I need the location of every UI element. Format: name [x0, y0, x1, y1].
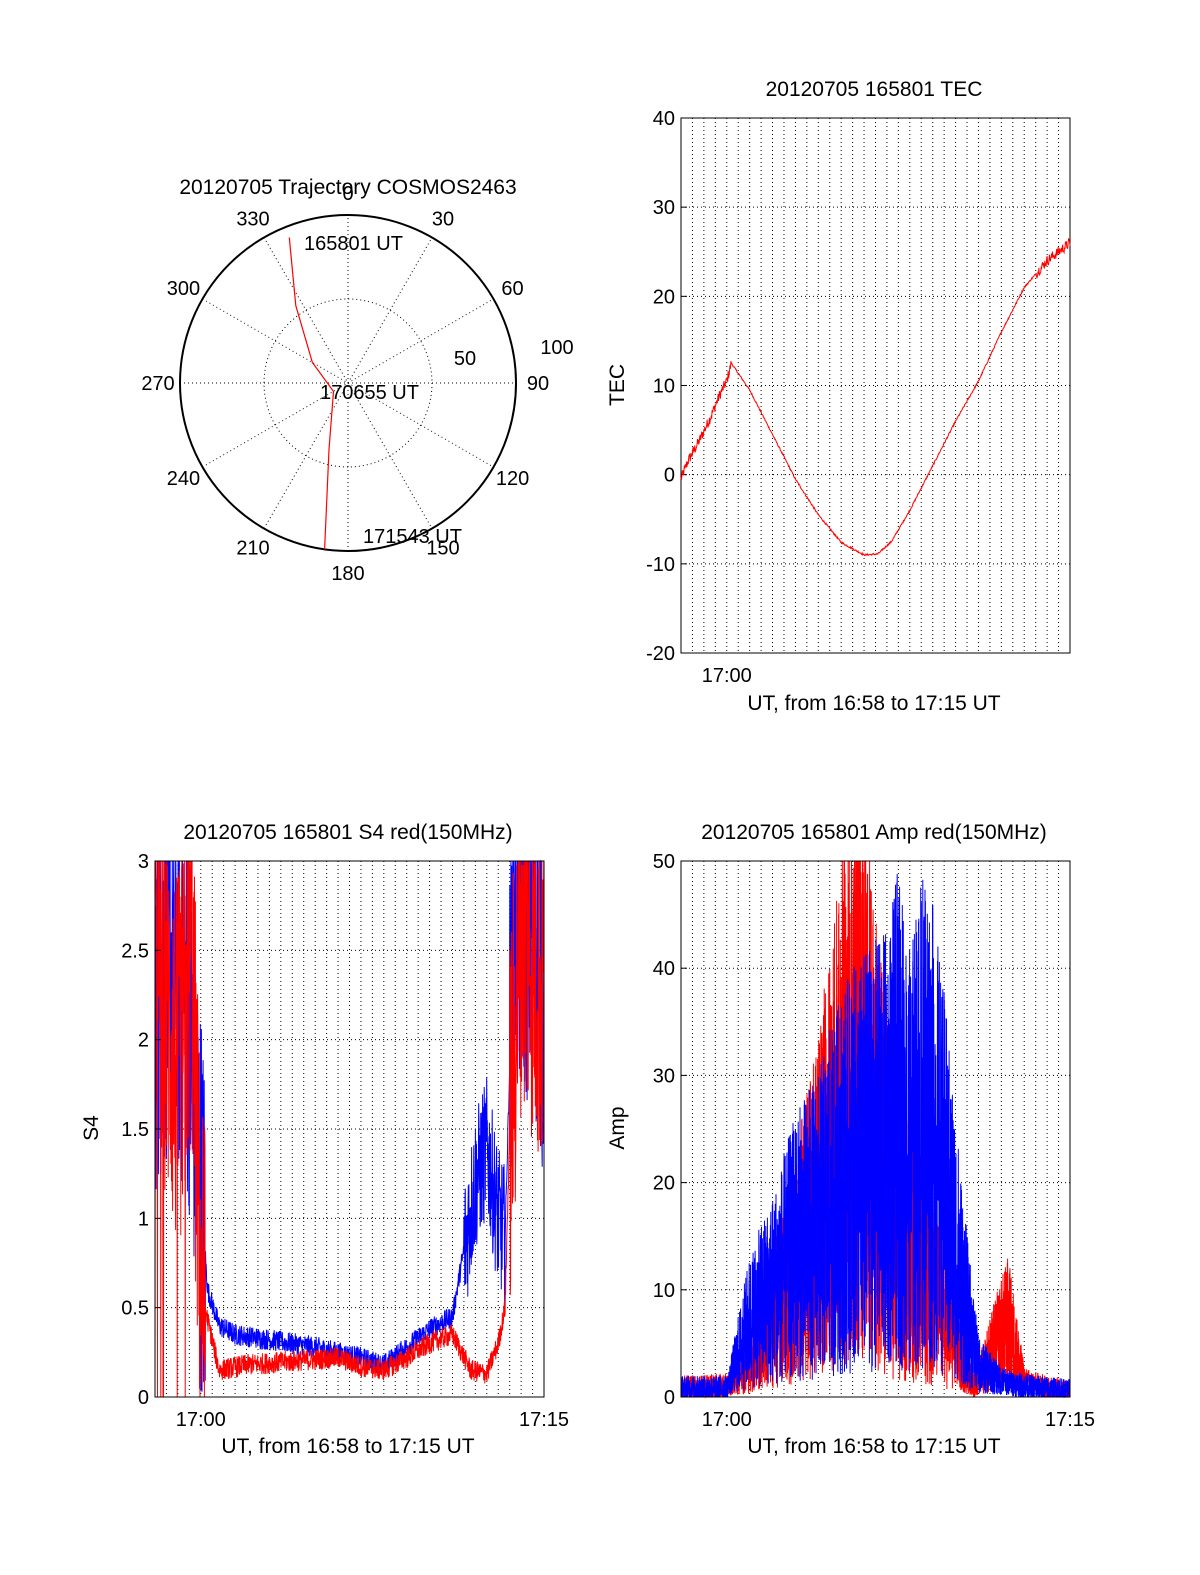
polar-time-label: 171543 UT	[363, 526, 462, 548]
y-tick-label: 10	[653, 376, 675, 398]
s4-title: 20120705 165801 S4 red(150MHz)	[183, 821, 512, 844]
polar-radius-label: 100	[540, 337, 573, 359]
y-tick-label: 1.5	[121, 1119, 149, 1141]
y-tick-label: 0	[664, 465, 675, 487]
polar-radius-label: 50	[454, 348, 476, 370]
amp-title: 20120705 165801 Amp red(150MHz)	[701, 821, 1047, 844]
x-tick-label: 17:00	[176, 1409, 226, 1431]
amp-xlabel: UT, from 16:58 to 17:15 UT	[747, 1435, 1000, 1458]
y-tick-label: 0.5	[121, 1298, 149, 1320]
y-tick-label: 20	[653, 1173, 675, 1195]
y-tick-label: 40	[653, 958, 675, 980]
y-tick-label: 1	[138, 1208, 149, 1230]
polar-angle-label: 0	[342, 183, 353, 205]
amp-plot-frame	[680, 860, 1071, 1398]
y-tick-label: 0	[138, 1387, 149, 1409]
x-tick-label: 17:15	[519, 1409, 569, 1431]
s4-ylabel: S4	[80, 1115, 103, 1141]
y-tick-label: 50	[653, 851, 675, 873]
tec-title: 20120705 165801 TEC	[766, 78, 983, 101]
y-tick-label: 40	[653, 108, 675, 130]
amp-plot: 20120705 165801 Amp red(150MHz) 0 10 20 30 4…	[606, 821, 1095, 1458]
series-line-red	[680, 237, 1071, 557]
polar-spoke	[263, 237, 433, 529]
tec-xlabel: UT, from 16:58 to 17:15 UT	[747, 692, 1000, 715]
y-tick-label: -20	[646, 643, 675, 665]
polar-title: 20120705 Trajectory COSMOS2463	[179, 176, 516, 199]
tec-plot: 20120705 165801 TEC -20 -10 0 10 20 30 40 17:0…	[606, 78, 1071, 715]
series-line-red	[154, 860, 545, 1398]
y-tick-label: 2	[138, 1030, 149, 1052]
y-tick-label: 2.5	[121, 940, 149, 962]
polar-angle-label: 150	[426, 538, 459, 560]
y-tick-label: 30	[653, 1065, 675, 1087]
amp-ylabel: Amp	[606, 1106, 629, 1149]
tec-ylabel: TEC	[606, 364, 629, 406]
polar-angle-label: 330	[236, 208, 269, 230]
polar-angle-label: 180	[331, 563, 364, 585]
polar-angle-label: 120	[496, 468, 529, 490]
y-tick-label: 3	[138, 851, 149, 873]
y-tick-label: 10	[653, 1280, 675, 1302]
polar-angle-label: 210	[236, 538, 269, 560]
polar-time-label: 165801 UT	[304, 233, 403, 255]
polar-time-label: 170655 UT	[320, 382, 419, 404]
x-tick-label: 17:00	[702, 1409, 752, 1431]
polar-trajectory-plot: 20120705 Trajectory COSMOS2463 0 30 60 90 12…	[141, 176, 573, 585]
polar-angle-label: 90	[527, 373, 549, 395]
x-tick-label: 17:00	[702, 665, 752, 687]
polar-angle-label: 60	[501, 278, 523, 300]
polar-angle-label: 240	[167, 468, 200, 490]
y-tick-label: 30	[653, 197, 675, 219]
x-tick-label: 17:15	[1045, 1409, 1095, 1431]
polar-angle-label: 30	[432, 208, 454, 230]
y-tick-label: -10	[646, 554, 675, 576]
polar-angle-label: 300	[167, 278, 200, 300]
y-tick-label: 0	[664, 1387, 675, 1409]
polar-trajectory-line	[288, 237, 335, 550]
series-line-blue	[680, 873, 1071, 1399]
polar-angle-label: 270	[141, 373, 174, 395]
s4-plot: 20120705 165801 S4 red(150MHz) 0 0.5 1 1.5 2…	[80, 821, 569, 1458]
s4-xlabel: UT, from 16:58 to 17:15 UT	[221, 1435, 474, 1458]
series-line-blue	[154, 859, 545, 1392]
y-tick-label: 20	[653, 286, 675, 308]
